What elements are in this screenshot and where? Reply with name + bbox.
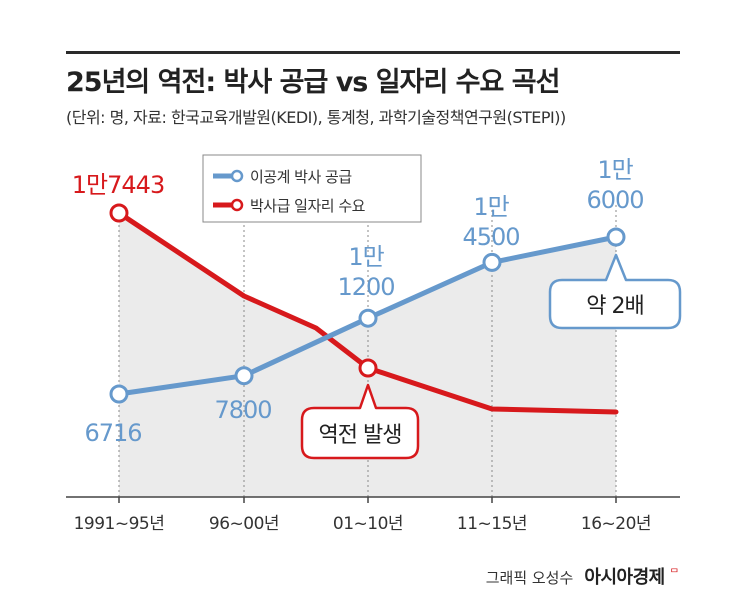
legend-supply-marker: [230, 169, 244, 183]
supply-point-3: [358, 308, 378, 328]
reversal-callout-box: [300, 383, 420, 460]
chart-subtitle: (단위: 명, 자료: 한국교육개발원(KEDI), 통계청, 과학기술정책연구…: [66, 108, 566, 127]
brand-logo: 아시아경제: [584, 567, 665, 588]
x-tick-label-1: 1991~95년: [74, 514, 165, 534]
demand-point-3: [358, 358, 378, 378]
credit-author: 그래픽 오성수: [485, 569, 574, 587]
legend-demand-label: 박사급 일자리 수요: [250, 197, 366, 215]
supply-value-label-4-bottom: 4500: [462, 223, 519, 251]
supply-point-5: [606, 227, 626, 247]
supply-value-label-5-top: 1만: [597, 156, 633, 184]
x-tick-label-4: 11~15년: [457, 514, 527, 534]
x-tick-label-3: 01~10년: [333, 514, 403, 534]
brand-mark: ᄆ: [669, 568, 679, 580]
reversal-callout-text: 역전 발생: [319, 423, 402, 448]
supply-point-1: [109, 384, 129, 404]
demand-line: [116, 210, 619, 415]
double-callout-text: 약 2배: [586, 294, 643, 319]
legend-demand-marker: [230, 198, 244, 212]
legend-box: [202, 154, 422, 223]
credit: 그래픽 오성수 아시아경제 ᄆ: [486, 563, 679, 589]
x-tick-label-2: 96~00년: [209, 514, 279, 534]
supply-value-label-3-top: 1만: [348, 243, 384, 271]
supply-value-label-5-bottom: 6000: [586, 186, 643, 214]
supply-value-label-1: 6716: [84, 419, 141, 447]
title-rule: [66, 51, 680, 54]
supply-value-label-3-bottom: 1200: [337, 273, 394, 301]
supply-value-label-2: 7800: [214, 396, 271, 424]
demand-point-1: [109, 203, 129, 223]
supply-point-4: [482, 252, 502, 272]
supply-value-label-4-top: 1만: [473, 193, 509, 221]
chart-title: 25년의 역전: 박사 공급 vs 일자리 수요 곡선: [66, 67, 560, 98]
x-tick-label-5: 16~20년: [581, 514, 651, 534]
legend-supply-label: 이공계 박사 공급: [250, 168, 352, 186]
supply-point-2: [234, 366, 254, 386]
double-callout-box: [548, 253, 682, 330]
demand-value-label-1: 1만7443: [72, 171, 164, 199]
